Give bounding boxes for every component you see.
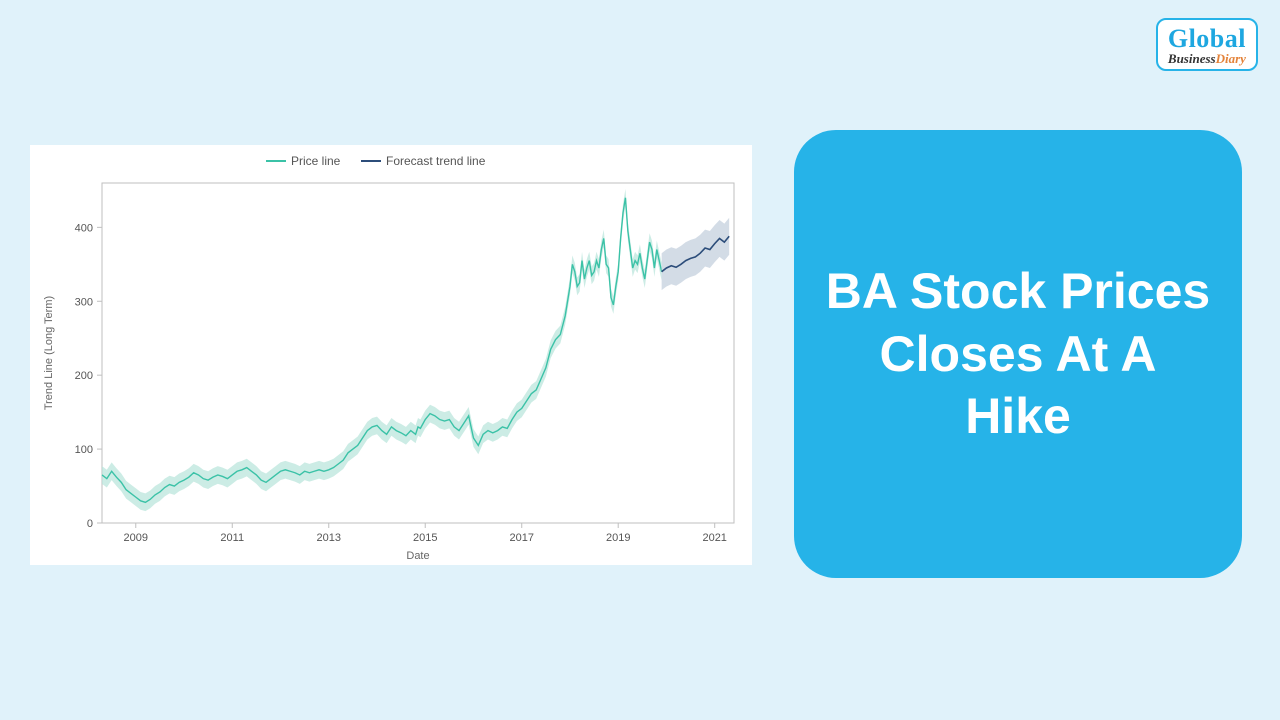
svg-text:2017: 2017: [509, 532, 533, 544]
svg-text:2011: 2011: [220, 532, 244, 544]
svg-text:400: 400: [75, 222, 93, 234]
svg-text:2009: 2009: [124, 532, 148, 544]
svg-text:Date: Date: [406, 550, 429, 562]
svg-text:Price line: Price line: [291, 154, 341, 168]
svg-text:Trend Line (Long Term): Trend Line (Long Term): [43, 296, 55, 410]
title-card: BA Stock Prices Closes At A Hike: [794, 130, 1242, 578]
svg-text:0: 0: [87, 518, 93, 530]
svg-text:100: 100: [75, 444, 93, 456]
logo-business-text: Business: [1168, 51, 1216, 66]
svg-text:2013: 2013: [317, 532, 341, 544]
logo-top-text: Global: [1168, 26, 1246, 52]
logo-diary-text: Diary: [1216, 51, 1246, 66]
logo-badge: Global BusinessDiary: [1156, 18, 1258, 71]
svg-text:300: 300: [75, 296, 93, 308]
logo-bottom-text: BusinessDiary: [1168, 52, 1246, 65]
svg-text:2019: 2019: [606, 532, 630, 544]
headline-text: BA Stock Prices Closes At A Hike: [824, 260, 1212, 448]
chart-card: Price line Forecast trend line 0 100 200 300 4…: [30, 145, 752, 565]
svg-text:2021: 2021: [702, 532, 726, 544]
svg-text:200: 200: [75, 370, 93, 382]
stock-chart: Price line Forecast trend line 0 100 200 300 4…: [30, 145, 752, 565]
svg-text:Forecast trend line: Forecast trend line: [386, 154, 486, 168]
svg-text:2015: 2015: [413, 532, 437, 544]
